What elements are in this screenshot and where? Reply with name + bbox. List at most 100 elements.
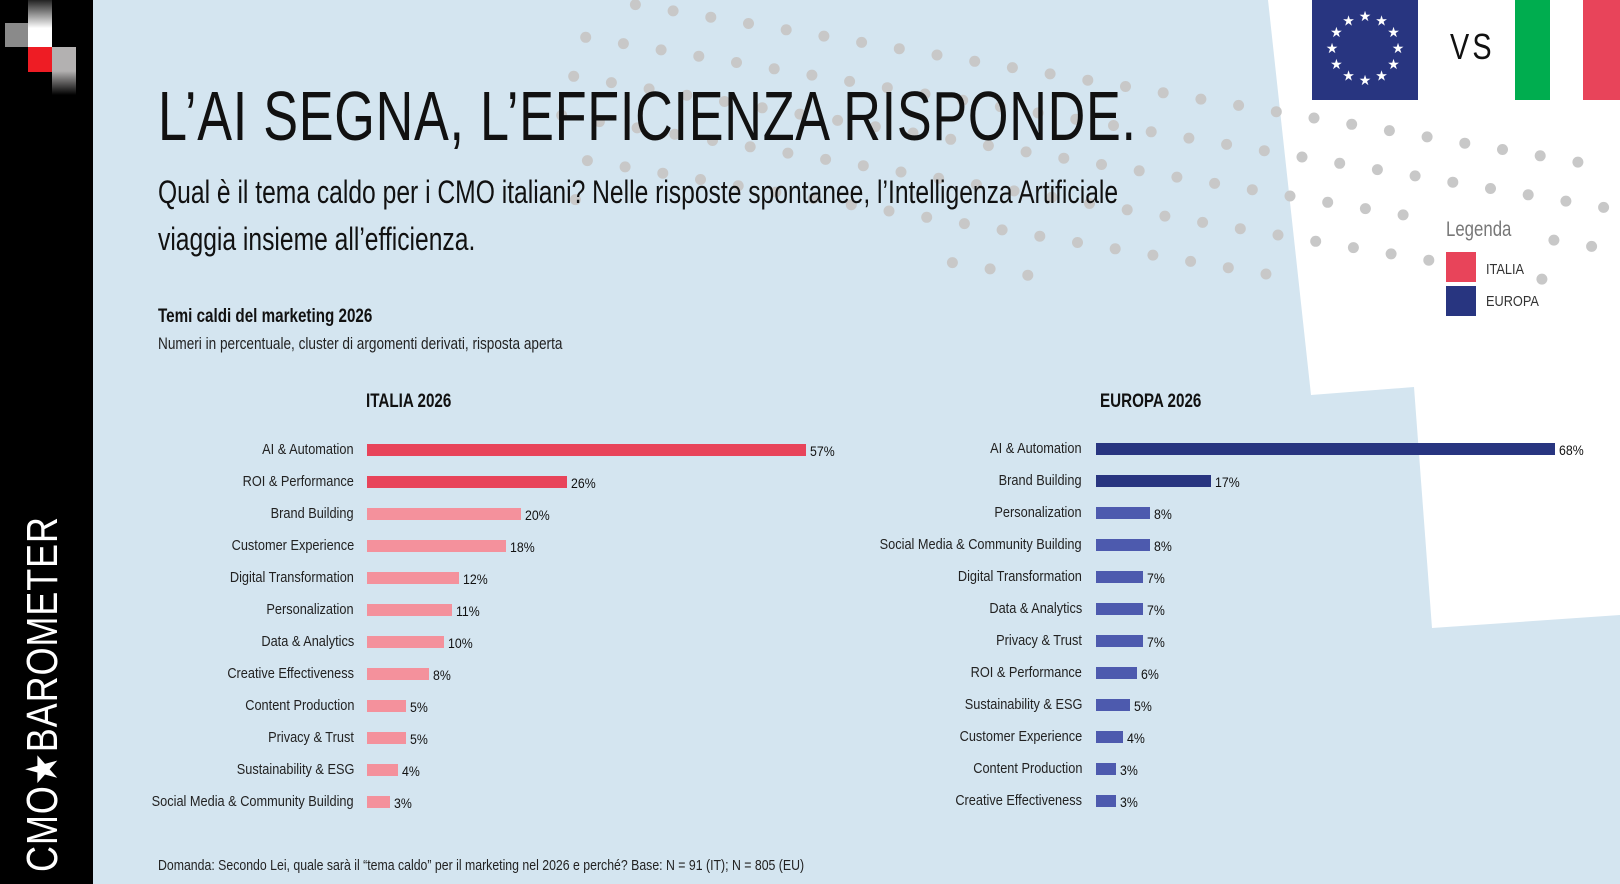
white-panel xyxy=(1268,0,1620,628)
star-icon: ★ xyxy=(1330,25,1343,41)
value-label: 3% xyxy=(1120,794,1139,810)
decorative-dot xyxy=(1209,177,1221,189)
bar xyxy=(367,572,460,584)
decorative-dot xyxy=(1447,176,1459,188)
decorative-dot xyxy=(818,30,830,42)
value-label: 6% xyxy=(1140,666,1159,682)
decorative-dot xyxy=(1347,242,1359,254)
star-icon: ★ xyxy=(1359,73,1372,89)
decorative-dot xyxy=(1371,164,1383,176)
decorative-dot xyxy=(808,192,820,204)
decorative-dot xyxy=(707,135,718,146)
decorative-dot xyxy=(681,89,693,101)
decorative-dot xyxy=(556,109,568,121)
decorative-dot xyxy=(719,96,730,107)
decorative-dot xyxy=(1058,152,1070,164)
value-label: 8% xyxy=(1154,538,1172,554)
bar xyxy=(1096,571,1144,583)
decorative-dot xyxy=(845,199,857,211)
value-label: 7% xyxy=(1147,602,1166,618)
decorative-dot xyxy=(1120,81,1131,92)
legend-swatch-europa xyxy=(1446,286,1476,316)
decorative-dot xyxy=(982,140,994,152)
bar xyxy=(367,796,391,808)
decorative-dot xyxy=(1234,223,1246,235)
decorative-dot xyxy=(1310,235,1322,247)
bar xyxy=(1096,507,1150,519)
category-label: Social Media & Community Building xyxy=(880,536,1082,553)
star-icon: ★ xyxy=(1387,25,1400,41)
decorative-dot xyxy=(1322,196,1334,208)
decorative-dot xyxy=(1421,131,1433,143)
category-label: Privacy & Trust xyxy=(996,632,1082,649)
category-label: Brand Building xyxy=(999,472,1082,489)
category-label: Customer Experience xyxy=(231,537,354,554)
decorative-dot xyxy=(933,172,945,184)
legend-label-europa: EUROPA xyxy=(1486,293,1539,310)
star-icon: ★ xyxy=(1326,41,1339,57)
decorative-dot xyxy=(1308,112,1320,124)
decorative-dot xyxy=(1409,170,1421,182)
decorative-dot xyxy=(957,94,969,106)
value-label: 5% xyxy=(1133,698,1152,714)
decorative-dot xyxy=(1108,120,1119,131)
decorative-dot xyxy=(629,0,641,11)
decorative-dot xyxy=(996,224,1008,236)
bar xyxy=(367,444,806,456)
decorative-dot xyxy=(1598,201,1610,213)
decorative-dot xyxy=(756,102,768,114)
decorative-dot xyxy=(732,180,744,192)
decorative-dot xyxy=(1145,126,1157,138)
value-label: 4% xyxy=(1127,730,1145,746)
decorative-dot xyxy=(1032,107,1044,119)
footnote: Domanda: Secondo Lei, quale sarà il “tem… xyxy=(158,857,805,874)
decorative-dot xyxy=(1284,190,1296,202)
value-label: 68% xyxy=(1559,442,1584,458)
decorative-dot xyxy=(655,44,667,56)
italy-flag-icon xyxy=(1515,0,1620,100)
decorative-dot xyxy=(1082,74,1094,86)
decorative-dot xyxy=(1096,159,1107,170)
decorative-dot xyxy=(958,218,970,230)
category-label: Sustainability & ESG xyxy=(236,761,354,778)
star-icon: ★ xyxy=(1359,9,1372,25)
value-label: 8% xyxy=(1154,506,1172,522)
decorative-dot xyxy=(580,31,592,43)
decorative-dot xyxy=(921,211,933,223)
decorative-dot xyxy=(1008,185,1020,197)
bar xyxy=(1096,475,1211,487)
bar xyxy=(367,700,406,712)
decorative-dot xyxy=(1459,137,1471,149)
decorative-dot xyxy=(1270,106,1282,118)
decorative-dot xyxy=(631,122,643,134)
decorative-dot xyxy=(1046,191,1058,203)
decorative-dot xyxy=(832,114,844,126)
decorative-dot xyxy=(895,166,907,178)
decorative-dot xyxy=(1272,229,1284,241)
decorative-dot xyxy=(605,77,617,89)
value-label: 8% xyxy=(432,667,451,683)
decorative-dot xyxy=(768,63,780,75)
category-label: Personalization xyxy=(266,601,354,618)
decorative-dot xyxy=(1334,157,1346,169)
star-icon: ★ xyxy=(1387,57,1400,73)
decorative-dot xyxy=(657,167,669,179)
italia-chart-title: ITALIA 2026 xyxy=(366,391,452,412)
decorative-dot xyxy=(1195,93,1207,105)
decorative-dot xyxy=(1197,216,1209,228)
category-label: Social Media & Community Building xyxy=(152,793,354,810)
decorative-dot xyxy=(970,179,982,191)
decorative-dot xyxy=(1359,203,1371,215)
star-icon: ★ xyxy=(1330,57,1343,73)
value-label: 3% xyxy=(1120,762,1139,778)
bar xyxy=(1096,667,1137,679)
decorative-dot xyxy=(919,88,931,100)
star-icon: ★ xyxy=(1375,13,1388,29)
value-label: 5% xyxy=(409,731,428,747)
category-label: Privacy & Trust xyxy=(268,729,354,746)
category-label: Content Production xyxy=(244,697,354,714)
decorative-dot xyxy=(1044,68,1056,80)
decorative-dot xyxy=(1157,87,1169,99)
category-label: AI & Automation xyxy=(990,440,1082,457)
decorative-dot xyxy=(569,194,581,206)
